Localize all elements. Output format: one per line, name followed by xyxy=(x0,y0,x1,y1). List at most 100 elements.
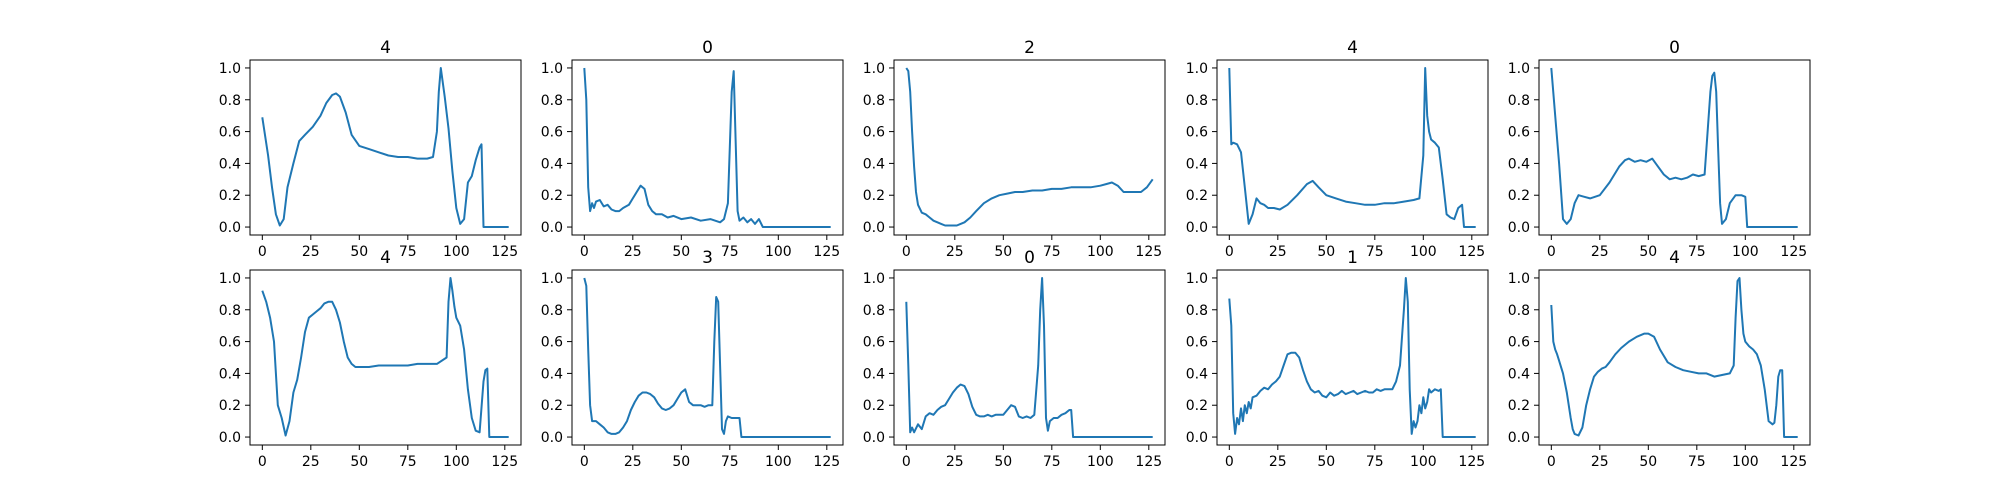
subplot-0: 0 25 50 75 100 125 0.0 0.2 0.4 0.6 0.8 1.0 4 xyxy=(219,38,522,260)
axes-frame xyxy=(1538,269,1811,446)
x-tick-label: 125 xyxy=(1135,244,1162,260)
y-tick-label: 1.0 xyxy=(541,61,563,77)
x-tick-label: 125 xyxy=(813,244,840,260)
y-tick-label: 1.0 xyxy=(541,271,563,287)
x-tick-label: 75 xyxy=(1043,454,1061,470)
y-tick-label: 0.6 xyxy=(863,335,885,351)
x-tick-label: 25 xyxy=(1269,454,1287,470)
y-tick-label: 0.0 xyxy=(541,430,563,446)
y-tick-label: 0.2 xyxy=(219,398,241,414)
y-tick-label: 0.4 xyxy=(219,156,241,172)
y-tick-label: 0.8 xyxy=(1508,303,1530,319)
series-line-0 xyxy=(1550,67,1798,228)
x-tick-label: 0 xyxy=(902,454,911,470)
y-tick-label: 0.4 xyxy=(541,366,563,382)
x-tick-label: 50 xyxy=(1639,454,1657,470)
subplot-3: 0 25 50 75 100 125 0.0 0.2 0.4 0.6 0.8 1.0 4 xyxy=(1186,38,1489,260)
x-tick-label: 50 xyxy=(350,244,368,260)
y-tick-label: 0.6 xyxy=(1508,335,1530,351)
x-tick-label: 25 xyxy=(302,244,320,260)
subplot-title: 4 xyxy=(1669,248,1680,268)
series-line-0 xyxy=(905,277,1153,438)
x-tick-label: 25 xyxy=(302,454,320,470)
subplot-8: 0 25 50 75 100 125 0.0 0.2 0.4 0.6 0.8 1.0 1 xyxy=(1186,248,1489,470)
series-line-0 xyxy=(583,67,831,228)
y-tick-label: 0.4 xyxy=(1186,156,1208,172)
x-tick-label: 25 xyxy=(946,244,964,260)
x-tick-label: 100 xyxy=(1087,454,1114,470)
x-tick-label: 100 xyxy=(765,454,792,470)
x-tick-label: 100 xyxy=(1410,454,1437,470)
x-tick-label: 75 xyxy=(399,454,417,470)
y-tick-label: 0.4 xyxy=(863,156,885,172)
subplot-title: 0 xyxy=(1669,38,1680,58)
y-tick-label: 0.0 xyxy=(219,430,241,446)
y-tick-label: 0.2 xyxy=(1508,398,1530,414)
x-tick-label: 25 xyxy=(1591,244,1609,260)
y-tick-label: 0.4 xyxy=(541,156,563,172)
x-tick-label: 50 xyxy=(994,244,1012,260)
y-tick-label: 0.6 xyxy=(1186,125,1208,141)
subplot-title: 4 xyxy=(380,248,391,268)
axes-frame xyxy=(1216,269,1489,446)
y-tick-label: 1.0 xyxy=(863,271,885,287)
y-tick-label: 0.2 xyxy=(863,398,885,414)
axes-frame xyxy=(1216,59,1489,236)
y-tick-label: 0.0 xyxy=(1186,220,1208,236)
x-tick-label: 125 xyxy=(1780,454,1807,470)
x-tick-label: 25 xyxy=(946,454,964,470)
series-line-0 xyxy=(1550,277,1798,438)
series-line-0 xyxy=(261,277,509,438)
y-tick-label: 0.8 xyxy=(863,93,885,109)
x-tick-label: 0 xyxy=(1225,454,1234,470)
x-tick-label: 75 xyxy=(1688,244,1706,260)
y-tick-label: 0.4 xyxy=(863,366,885,382)
y-tick-label: 1.0 xyxy=(1186,271,1208,287)
y-tick-label: 0.2 xyxy=(1186,188,1208,204)
y-tick-label: 0.8 xyxy=(1508,93,1530,109)
x-tick-label: 50 xyxy=(1317,244,1335,260)
x-tick-label: 100 xyxy=(1087,244,1114,260)
y-tick-label: 0.8 xyxy=(541,93,563,109)
y-tick-label: 0.4 xyxy=(1186,366,1208,382)
series-line-0 xyxy=(905,67,1154,227)
axes-frame xyxy=(1538,59,1811,236)
x-tick-label: 125 xyxy=(1135,454,1162,470)
y-tick-label: 0.8 xyxy=(863,303,885,319)
subplot-4: 0 25 50 75 100 125 0.0 0.2 0.4 0.6 0.8 1.0 0 xyxy=(1508,38,1811,260)
x-tick-label: 100 xyxy=(1410,244,1437,260)
x-tick-label: 25 xyxy=(1591,454,1609,470)
x-tick-label: 100 xyxy=(1732,244,1759,260)
y-tick-label: 1.0 xyxy=(863,61,885,77)
axes-frame xyxy=(893,269,1166,446)
subplot-title: 1 xyxy=(1347,248,1358,268)
x-tick-label: 125 xyxy=(1458,244,1485,260)
subplot-title: 2 xyxy=(1024,38,1035,58)
x-tick-label: 75 xyxy=(1688,454,1706,470)
y-tick-label: 0.2 xyxy=(1508,188,1530,204)
y-tick-label: 0.2 xyxy=(219,188,241,204)
axes-frame xyxy=(249,269,522,446)
x-tick-label: 50 xyxy=(1639,244,1657,260)
x-tick-label: 125 xyxy=(491,454,518,470)
x-tick-label: 0 xyxy=(1225,244,1234,260)
x-tick-label: 75 xyxy=(399,244,417,260)
x-tick-label: 75 xyxy=(1366,244,1384,260)
y-tick-label: 0.2 xyxy=(1186,398,1208,414)
x-tick-label: 50 xyxy=(672,454,690,470)
series-line-0 xyxy=(261,67,509,228)
y-tick-label: 0.6 xyxy=(541,125,563,141)
y-tick-label: 0.8 xyxy=(219,303,241,319)
series-line-0 xyxy=(1228,67,1476,228)
y-tick-label: 0.8 xyxy=(541,303,563,319)
subplot-6: 0 25 50 75 100 125 0.0 0.2 0.4 0.6 0.8 1.0 3 xyxy=(541,248,844,470)
x-tick-label: 125 xyxy=(1780,244,1807,260)
series-line-0 xyxy=(583,277,831,438)
x-tick-label: 75 xyxy=(1366,454,1384,470)
y-tick-label: 0.8 xyxy=(1186,303,1208,319)
x-tick-label: 125 xyxy=(491,244,518,260)
x-tick-label: 75 xyxy=(721,454,739,470)
axes-frame xyxy=(571,269,844,446)
y-tick-label: 0.4 xyxy=(219,366,241,382)
x-tick-label: 0 xyxy=(1547,244,1556,260)
